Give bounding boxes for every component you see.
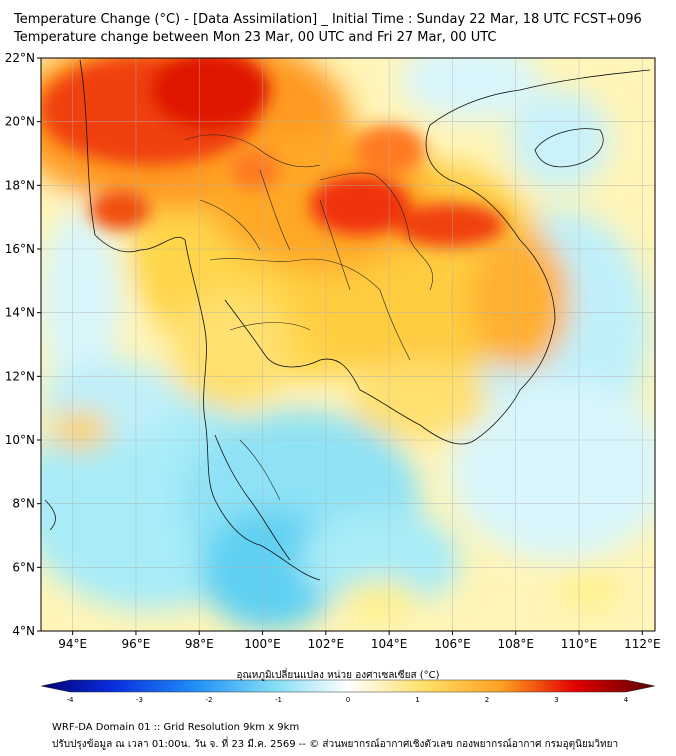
- lon-tick-label: 112°E: [624, 637, 661, 651]
- lat-tick-label: 8°N: [12, 497, 35, 511]
- lat-tick-label: 22°N: [5, 51, 35, 65]
- colorbar-tick-label: 1: [415, 696, 419, 704]
- admin-borders: [184, 134, 433, 501]
- lat-tick-label: 18°N: [5, 178, 35, 192]
- lon-tick-label: 110°E: [561, 637, 598, 651]
- colorbar-tick-label: 0: [346, 696, 350, 704]
- lon-tick-label: 106°E: [434, 637, 471, 651]
- colorbar-tick-label: 2: [485, 696, 489, 704]
- lon-tick-label: 102°E: [308, 637, 345, 651]
- grid-lines: [41, 58, 655, 631]
- lon-tick-label: 96°E: [122, 637, 151, 651]
- lat-tick-label: 10°N: [5, 433, 35, 447]
- lat-tick-label: 20°N: [5, 115, 35, 129]
- lat-tick-label: 14°N: [5, 306, 35, 320]
- longitude-axis: 94°E 96°E 98°E 100°E 102°E 104°E 106°E 108°E 110…: [58, 631, 661, 651]
- colorbar-title: อุณหภูมิเปลี่ยนแปลง หน่วย องศาเซลเซียส (…: [236, 670, 440, 681]
- temperature-field: [41, 58, 655, 631]
- lon-tick-label: 100°E: [244, 637, 281, 651]
- colorbar-tick-label: 3: [554, 696, 558, 704]
- colorbar-tick-label: -3: [136, 696, 143, 704]
- footer-model-info: WRF-DA Domain 01 :: Grid Resolution 9km …: [52, 722, 300, 733]
- colorbar-tick-label: -1: [275, 696, 282, 704]
- lat-tick-label: 12°N: [5, 369, 35, 383]
- map-title: Temperature Change (°C) - [Data Assimila…: [14, 12, 642, 27]
- lat-tick-label: 6°N: [12, 560, 35, 574]
- latitude-axis: 22°N 20°N 18°N 16°N 14°N 12°N 10°N 8°N 6°N 4°N: [5, 51, 41, 638]
- lon-tick-label: 104°E: [371, 637, 408, 651]
- lat-tick-label: 16°N: [5, 242, 35, 256]
- colorbar-tick-label: -4: [67, 696, 75, 704]
- colorbar-tick-label: -2: [206, 696, 213, 704]
- footer-update-credit: ปรับปรุงข้อมูล ณ เวลา 01:00น. วัน จ. ที่…: [52, 739, 619, 750]
- lon-tick-label: 94°E: [58, 637, 87, 651]
- colorbar-tick-label: 4: [624, 696, 629, 704]
- coastlines: [44, 59, 651, 581]
- map-subtitle: Temperature change between Mon 23 Mar, 0…: [14, 30, 497, 45]
- colorbar: -4 -3 -2 -1 0 1 2 3 4: [40, 679, 656, 704]
- lon-tick-label: 108°E: [497, 637, 534, 651]
- lat-tick-label: 4°N: [12, 624, 35, 638]
- lon-tick-label: 98°E: [185, 637, 214, 651]
- map-frame: [40, 57, 656, 632]
